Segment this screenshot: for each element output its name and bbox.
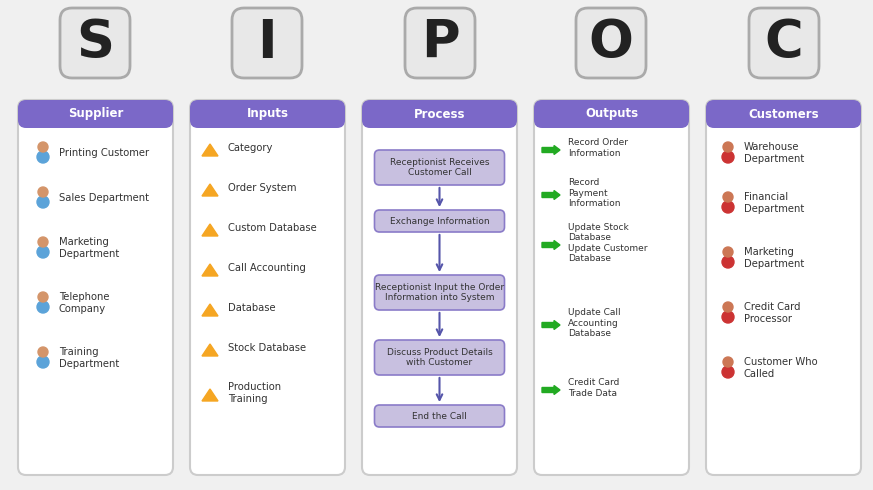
Circle shape <box>723 357 733 367</box>
Circle shape <box>38 237 48 247</box>
Text: Receptionist Input the Order
Information into System: Receptionist Input the Order Information… <box>375 283 504 302</box>
Text: Record Order
Information: Record Order Information <box>568 138 628 158</box>
Circle shape <box>38 292 48 302</box>
Text: Category: Category <box>228 143 273 153</box>
FancyArrow shape <box>542 241 560 249</box>
Ellipse shape <box>37 356 49 368</box>
FancyBboxPatch shape <box>18 100 173 475</box>
Circle shape <box>723 142 733 152</box>
FancyBboxPatch shape <box>190 100 345 128</box>
Polygon shape <box>202 389 218 401</box>
FancyBboxPatch shape <box>60 8 130 78</box>
FancyArrow shape <box>542 146 560 154</box>
Text: Production
Training: Production Training <box>228 382 281 404</box>
Ellipse shape <box>37 246 49 258</box>
Text: Telephone
Company: Telephone Company <box>59 292 109 314</box>
Text: Training
Department: Training Department <box>59 347 120 369</box>
FancyBboxPatch shape <box>375 210 505 232</box>
FancyBboxPatch shape <box>706 100 861 475</box>
FancyArrow shape <box>542 320 560 329</box>
Text: Sales Department: Sales Department <box>59 193 149 203</box>
Circle shape <box>723 302 733 312</box>
Text: C: C <box>765 17 803 69</box>
Text: Call Accounting: Call Accounting <box>228 263 306 273</box>
Text: P: P <box>421 17 459 69</box>
Text: Marketing
Department: Marketing Department <box>59 237 120 259</box>
Circle shape <box>38 187 48 197</box>
Text: Warehouse
Department: Warehouse Department <box>744 142 804 164</box>
Polygon shape <box>202 344 218 356</box>
FancyArrow shape <box>542 191 560 199</box>
FancyBboxPatch shape <box>534 100 689 128</box>
FancyBboxPatch shape <box>375 275 505 310</box>
Ellipse shape <box>722 366 734 378</box>
Text: Customer Who
Called: Customer Who Called <box>744 357 818 379</box>
Ellipse shape <box>37 196 49 208</box>
Text: Database: Database <box>228 303 276 313</box>
Text: Supplier: Supplier <box>68 107 123 121</box>
Text: Outputs: Outputs <box>585 107 638 121</box>
FancyBboxPatch shape <box>534 100 689 475</box>
FancyBboxPatch shape <box>706 100 861 128</box>
Circle shape <box>38 347 48 357</box>
FancyBboxPatch shape <box>362 100 517 475</box>
Text: End the Call: End the Call <box>412 412 467 420</box>
Ellipse shape <box>722 311 734 323</box>
FancyBboxPatch shape <box>375 405 505 427</box>
Text: Stock Database: Stock Database <box>228 343 306 353</box>
Text: Credit Card
Trade Data: Credit Card Trade Data <box>568 378 619 398</box>
Polygon shape <box>202 184 218 196</box>
FancyBboxPatch shape <box>190 100 345 475</box>
Text: Discuss Product Details
with Customer: Discuss Product Details with Customer <box>387 348 492 367</box>
Text: Printing Customer: Printing Customer <box>59 148 149 158</box>
Text: Update Call
Accounting
Database: Update Call Accounting Database <box>568 308 621 338</box>
Text: Order System: Order System <box>228 183 297 193</box>
Text: Inputs: Inputs <box>246 107 288 121</box>
Text: Financial
Department: Financial Department <box>744 192 804 214</box>
Circle shape <box>723 192 733 202</box>
Ellipse shape <box>722 256 734 268</box>
Ellipse shape <box>722 151 734 163</box>
Text: I: I <box>258 17 277 69</box>
Text: Update Stock
Database
Update Customer
Database: Update Stock Database Update Customer Da… <box>568 223 648 263</box>
Polygon shape <box>202 144 218 156</box>
FancyBboxPatch shape <box>362 100 517 128</box>
FancyArrow shape <box>542 386 560 394</box>
Text: O: O <box>588 17 634 69</box>
Text: Customers: Customers <box>748 107 819 121</box>
Polygon shape <box>202 224 218 236</box>
Text: Receptionist Receives
Customer Call: Receptionist Receives Customer Call <box>389 158 489 177</box>
Text: Custom Database: Custom Database <box>228 223 317 233</box>
Polygon shape <box>202 264 218 276</box>
FancyBboxPatch shape <box>749 8 819 78</box>
FancyBboxPatch shape <box>375 340 505 375</box>
Text: Process: Process <box>414 107 465 121</box>
Circle shape <box>38 142 48 152</box>
Ellipse shape <box>37 301 49 313</box>
FancyBboxPatch shape <box>405 8 475 78</box>
Text: Marketing
Department: Marketing Department <box>744 247 804 269</box>
Ellipse shape <box>37 151 49 163</box>
Polygon shape <box>202 304 218 316</box>
FancyBboxPatch shape <box>232 8 302 78</box>
Ellipse shape <box>722 201 734 213</box>
Text: Credit Card
Processor: Credit Card Processor <box>744 302 801 324</box>
Text: Record
Payment
Information: Record Payment Information <box>568 178 621 208</box>
FancyBboxPatch shape <box>375 150 505 185</box>
Text: S: S <box>76 17 114 69</box>
FancyBboxPatch shape <box>18 100 173 128</box>
FancyBboxPatch shape <box>576 8 646 78</box>
Text: Exchange Information: Exchange Information <box>389 217 489 225</box>
Circle shape <box>723 247 733 257</box>
